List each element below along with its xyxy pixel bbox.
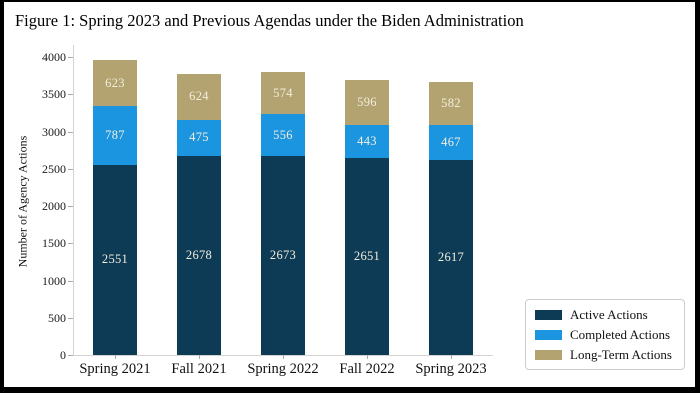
bar-value-label: 624	[189, 89, 209, 104]
y-tick-label: 2000	[42, 199, 66, 213]
bar-value-label: 2673	[269, 247, 297, 262]
y-tick-label: 0	[60, 348, 66, 362]
bar-segment: 574	[261, 71, 305, 115]
bar-segment: 2673	[261, 155, 305, 355]
y-tick-label: 4000	[42, 50, 66, 64]
legend-swatch	[535, 309, 562, 320]
bar-segment: 623	[93, 59, 137, 107]
legend-swatch	[535, 349, 562, 360]
y-tick-mark	[68, 280, 73, 282]
x-tick-label: Spring 2022	[247, 361, 319, 377]
bar-spring-2022: 2673 556 574	[261, 45, 305, 355]
y-tick-label: 3000	[42, 124, 66, 139]
y-tick-mark	[68, 355, 73, 356]
y-tick-mark	[68, 243, 73, 245]
bar-value-label: 574	[273, 85, 293, 100]
y-tick-label: 1000	[42, 273, 66, 288]
bar-segment: 596	[345, 80, 389, 125]
legend-item: Completed Actions	[535, 326, 675, 343]
bar-segment: 787	[93, 106, 137, 165]
x-tick-label: Fall 2021	[171, 361, 227, 377]
y-tick-mark	[68, 317, 73, 319]
bar-value-label: 787	[105, 128, 125, 143]
y-tick-mark	[68, 168, 73, 170]
y-tick-label: 3500	[42, 87, 66, 102]
x-tick-label: Spring 2023	[415, 361, 487, 377]
y-tick-mark	[68, 94, 73, 96]
y-tick-label: 500	[48, 310, 66, 325]
legend-item: Long-Term Actions	[535, 346, 675, 363]
bar-segment: 443	[345, 124, 389, 158]
x-tick-mark	[367, 355, 368, 359]
x-tick-mark	[199, 355, 200, 359]
bar-value-label: 467	[441, 135, 461, 150]
y-axis-line	[73, 45, 74, 355]
legend-label: Long-Term Actions	[570, 346, 672, 362]
y-tick-label: 2500	[42, 161, 66, 176]
bar-value-label: 475	[189, 130, 209, 145]
y-tick-mark	[68, 131, 73, 133]
bar-fall-2022: 2651 443 596	[345, 45, 389, 355]
legend-item: Active Actions	[535, 306, 675, 323]
bar-value-label: 443	[357, 133, 377, 148]
bar-value-label: 596	[357, 94, 377, 109]
bar-segment: 2617	[429, 160, 473, 355]
x-tick-mark	[283, 355, 284, 359]
y-tick-label: 1500	[42, 236, 66, 251]
y-tick-mark	[68, 57, 73, 58]
x-tick-mark	[115, 355, 116, 359]
bar-spring-2023: 2617 467 582	[429, 45, 473, 355]
bar-value-label: 556	[273, 127, 293, 142]
bar-segment: 624	[177, 73, 221, 121]
bar-segment: 2651	[345, 157, 389, 355]
x-tick-label: Spring 2021	[79, 361, 151, 377]
bar-value-label: 2651	[353, 248, 381, 263]
x-tick-mark	[451, 355, 452, 359]
bar-segment: 467	[429, 125, 473, 161]
bar-fall-2021: 2678 475 624	[177, 45, 221, 355]
bar-segment: 2551	[93, 164, 137, 355]
bar-segment: 582	[429, 81, 473, 126]
legend: Active Actions Completed Actions Long-Term…	[525, 299, 685, 370]
bar-value-label: 623	[105, 75, 125, 90]
bar-value-label: 582	[441, 96, 461, 111]
legend-label: Completed Actions	[570, 326, 671, 342]
bar-spring-2021: 2551 787 623	[93, 45, 137, 355]
chart-title: Figure 1: Spring 2023 and Previous Agend…	[15, 11, 524, 30]
bar-value-label: 2678	[185, 247, 213, 262]
legend-label: Active Actions	[570, 306, 648, 322]
legend-swatch	[535, 329, 562, 340]
y-tick-mark	[68, 206, 73, 207]
bar-value-label: 2551	[101, 252, 129, 267]
bar-segment: 475	[177, 120, 221, 156]
bar-segment: 2678	[177, 155, 221, 355]
bar-segment: 556	[261, 114, 305, 156]
bar-value-label: 2617	[437, 250, 465, 265]
x-tick-label: Fall 2022	[339, 361, 395, 377]
